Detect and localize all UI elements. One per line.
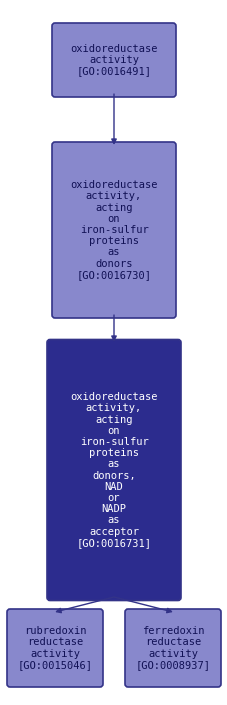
FancyBboxPatch shape bbox=[7, 609, 103, 687]
Text: ferredoxin
reductase
activity
[GO:0008937]: ferredoxin reductase activity [GO:000893… bbox=[135, 626, 210, 670]
Text: oxidoreductase
activity,
acting
on
iron-sulfur
proteins
as
donors,
NAD
or
NADP
a: oxidoreductase activity, acting on iron-… bbox=[70, 392, 157, 548]
Text: rubredoxin
reductase
activity
[GO:0015046]: rubredoxin reductase activity [GO:001504… bbox=[17, 626, 92, 670]
FancyBboxPatch shape bbox=[124, 609, 220, 687]
FancyBboxPatch shape bbox=[52, 23, 175, 97]
FancyBboxPatch shape bbox=[52, 142, 175, 318]
Text: oxidoreductase
activity,
acting
on
iron-sulfur
proteins
as
donors
[GO:0016730]: oxidoreductase activity, acting on iron-… bbox=[70, 180, 157, 280]
Text: oxidoreductase
activity
[GO:0016491]: oxidoreductase activity [GO:0016491] bbox=[70, 44, 157, 76]
FancyBboxPatch shape bbox=[47, 340, 180, 601]
